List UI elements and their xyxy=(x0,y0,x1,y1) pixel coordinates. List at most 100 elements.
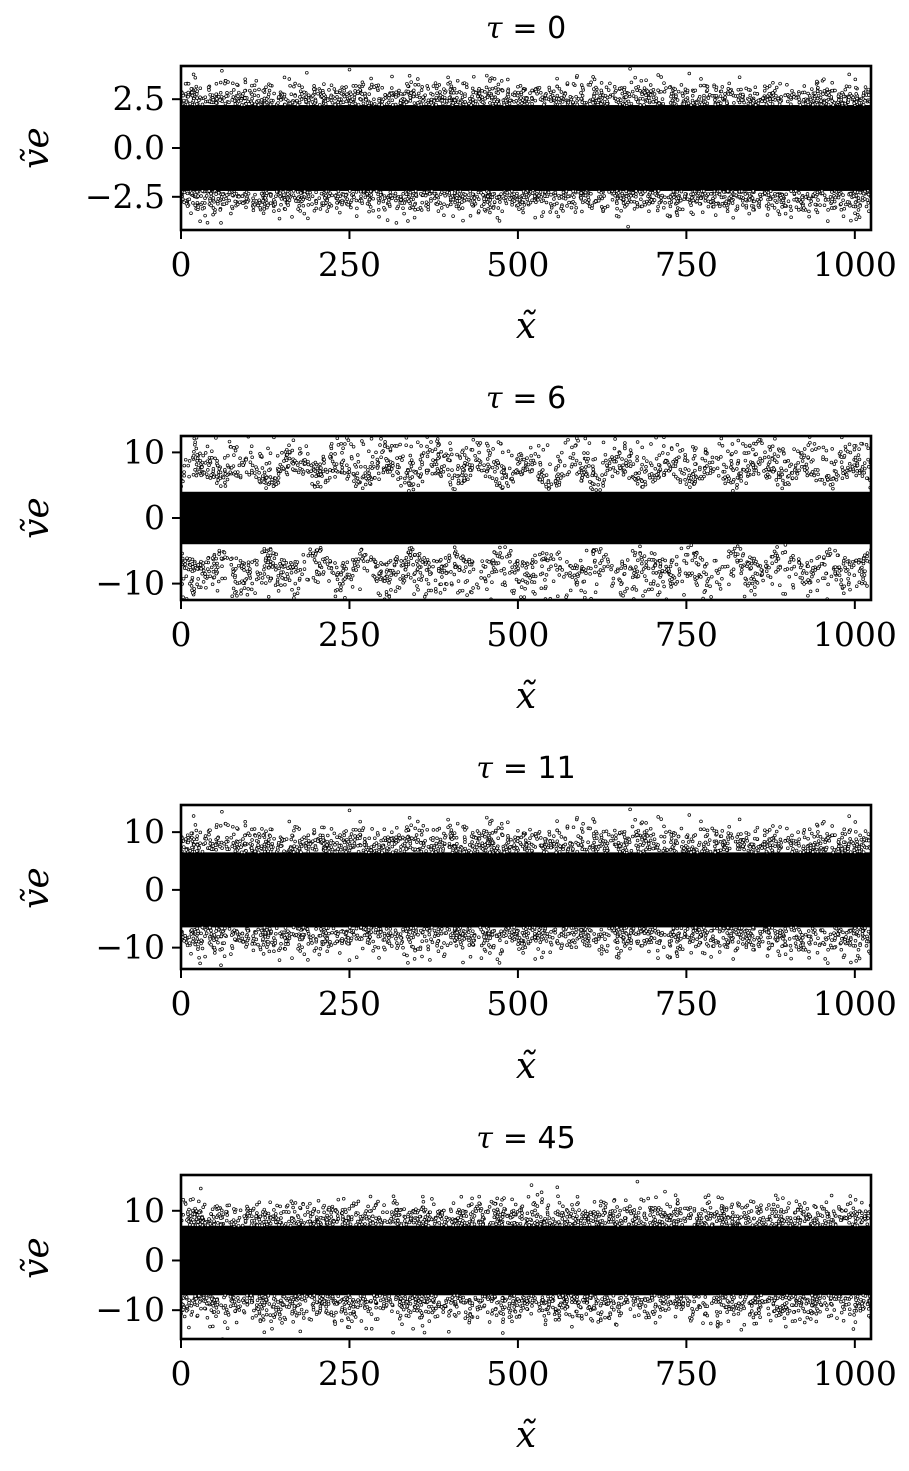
data-point xyxy=(719,436,724,441)
data-point xyxy=(704,572,709,576)
data-point xyxy=(770,102,775,106)
data-point xyxy=(407,74,412,78)
data-point xyxy=(409,575,413,580)
data-point xyxy=(356,560,360,564)
data-point xyxy=(662,205,666,210)
data-point xyxy=(360,439,364,443)
data-point xyxy=(189,211,193,215)
data-point xyxy=(384,590,389,594)
data-point xyxy=(566,437,570,442)
data-point xyxy=(743,192,748,196)
data-point xyxy=(232,99,237,103)
data-point xyxy=(544,584,548,589)
data-point xyxy=(673,582,678,586)
data-point xyxy=(545,194,550,199)
data-point xyxy=(763,99,767,104)
data-point xyxy=(794,197,799,202)
data-point xyxy=(797,208,801,212)
data-point xyxy=(789,208,793,212)
data-point xyxy=(719,195,724,200)
data-point xyxy=(630,587,635,591)
data-point xyxy=(479,191,483,195)
data-point xyxy=(594,582,599,586)
data-point xyxy=(787,574,792,579)
data-point xyxy=(540,564,544,568)
data-point xyxy=(752,577,756,582)
data-point xyxy=(416,483,421,488)
data-point xyxy=(684,561,689,566)
data-point xyxy=(756,101,761,106)
data-point xyxy=(439,465,444,469)
data-point xyxy=(764,559,768,564)
data-point xyxy=(304,444,309,448)
data-point xyxy=(276,476,281,480)
data-point xyxy=(306,452,310,456)
data-point xyxy=(775,193,780,197)
data-point xyxy=(265,191,269,195)
data-point xyxy=(399,198,403,202)
data-point xyxy=(833,195,838,200)
data-point xyxy=(485,95,490,100)
data-point xyxy=(416,473,421,477)
data-point xyxy=(335,95,339,99)
data-point xyxy=(536,454,541,459)
data-point xyxy=(739,471,743,476)
data-point xyxy=(647,209,651,214)
data-point xyxy=(210,449,214,453)
data-point xyxy=(485,587,489,592)
data-point xyxy=(533,452,538,456)
data-point xyxy=(407,546,412,551)
data-point xyxy=(377,201,381,205)
data-point xyxy=(379,455,383,459)
data-point xyxy=(720,85,725,89)
data-point xyxy=(592,77,597,82)
data-point xyxy=(824,99,829,103)
data-point xyxy=(419,102,424,107)
data-point xyxy=(738,564,743,568)
data-point xyxy=(735,482,739,487)
data-point xyxy=(491,558,495,562)
data-point xyxy=(727,582,731,587)
data-point xyxy=(285,447,289,452)
data-point xyxy=(761,96,765,101)
data-point xyxy=(799,465,804,469)
data-point xyxy=(488,451,492,455)
data-point xyxy=(339,585,343,590)
data-point xyxy=(744,451,749,456)
data-point xyxy=(363,464,367,469)
data-point xyxy=(751,99,756,103)
data-point xyxy=(263,558,268,563)
data-point xyxy=(514,577,519,582)
data-point xyxy=(524,190,528,195)
data-point xyxy=(257,479,262,484)
data-point xyxy=(683,571,688,576)
data-point xyxy=(752,91,757,96)
data-point xyxy=(570,445,574,450)
data-point xyxy=(372,102,377,106)
data-point xyxy=(353,92,357,97)
data-point xyxy=(401,192,405,196)
data-point xyxy=(388,447,393,451)
data-point xyxy=(748,555,752,559)
data-point xyxy=(834,478,839,482)
data-point xyxy=(260,576,265,580)
data-point xyxy=(669,585,673,589)
data-point xyxy=(651,570,656,575)
title-1-value: = 0 xyxy=(512,11,566,46)
data-point xyxy=(244,196,249,201)
data-point xyxy=(198,458,203,463)
data-point xyxy=(241,201,245,206)
data-point xyxy=(731,489,735,493)
data-point xyxy=(435,439,439,444)
data-point xyxy=(427,561,431,565)
data-point xyxy=(330,459,335,464)
data-point xyxy=(648,191,652,195)
data-point xyxy=(615,196,620,201)
data-point xyxy=(466,458,471,462)
data-point xyxy=(634,85,638,90)
data-point xyxy=(677,573,681,577)
data-point xyxy=(512,93,517,98)
data-point xyxy=(250,83,254,88)
data-point xyxy=(735,544,740,549)
data-point xyxy=(496,91,500,95)
